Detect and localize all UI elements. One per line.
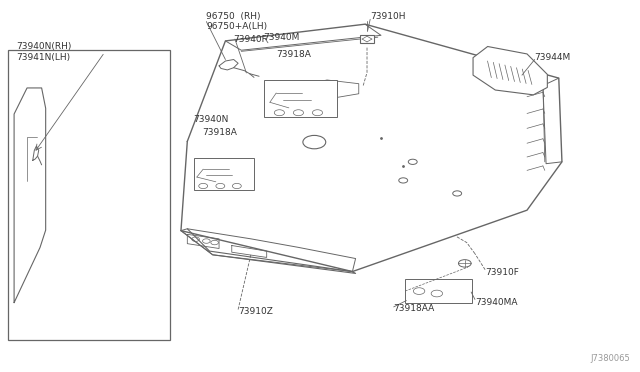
Bar: [8, 50, 170, 340]
Text: 73918A: 73918A: [202, 128, 237, 137]
Text: 73910Z: 73910Z: [238, 307, 273, 316]
Text: 73940N(RH): 73940N(RH): [16, 42, 71, 51]
Bar: [405, 279, 472, 303]
Bar: [360, 35, 374, 43]
Text: 73910F: 73910F: [485, 268, 519, 277]
Text: 96750+A(LH): 96750+A(LH): [206, 22, 268, 31]
Bar: [194, 158, 254, 190]
Text: 73918A: 73918A: [276, 50, 311, 59]
Text: 73910H: 73910H: [370, 12, 406, 21]
Text: 73918AA: 73918AA: [394, 304, 435, 313]
Text: 73940F: 73940F: [234, 35, 268, 44]
Text: 73940M: 73940M: [264, 33, 300, 42]
Text: J7380065: J7380065: [591, 355, 630, 363]
Text: 96750  (RH): 96750 (RH): [206, 12, 261, 21]
Text: 73941N(LH): 73941N(LH): [16, 53, 70, 62]
Text: 73944M: 73944M: [534, 53, 571, 62]
Polygon shape: [473, 46, 547, 95]
Text: 73940N: 73940N: [194, 115, 229, 124]
Text: 73940MA: 73940MA: [475, 298, 518, 307]
Bar: [264, 80, 337, 117]
